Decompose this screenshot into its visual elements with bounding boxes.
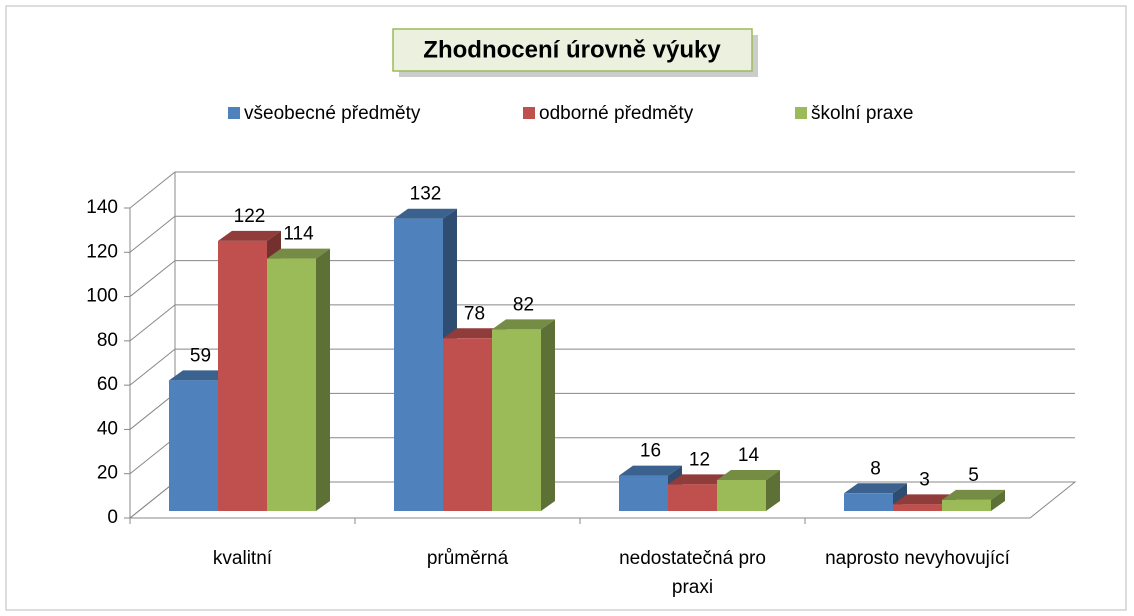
- bar-side: [766, 470, 780, 511]
- bar-side: [541, 319, 555, 511]
- y-tick-label: 60: [97, 374, 118, 395]
- x-tick-label: naprosto nevyhovující: [825, 548, 1010, 569]
- bar: [668, 484, 717, 511]
- chart-border: [5, 5, 1127, 611]
- x-tick-label: nedostatečná pro praxi: [619, 548, 766, 598]
- bar: [942, 499, 991, 511]
- bar-top: [942, 489, 1005, 500]
- bar-top: [717, 470, 780, 480]
- bar-top: [668, 474, 731, 485]
- y-tick-label: 140: [86, 197, 118, 218]
- bar: [619, 475, 668, 511]
- data-label: 16: [640, 441, 661, 462]
- data-label: 82: [513, 294, 534, 315]
- y-tick-label: 100: [86, 286, 118, 307]
- x-tick-label: průměrná: [426, 548, 509, 569]
- y-tick-label: 80: [97, 330, 118, 351]
- grid-line: [129, 171, 1075, 209]
- bar: [893, 504, 942, 511]
- bar-top: [619, 465, 682, 476]
- data-label: 78: [464, 303, 485, 324]
- data-label: 3: [919, 469, 930, 490]
- bar-top: [169, 370, 232, 381]
- data-label: 114: [283, 224, 314, 245]
- y-tick-label: 120: [86, 241, 118, 262]
- grid-line: [129, 348, 1075, 386]
- legend-swatch: [228, 107, 240, 119]
- bar-side: [316, 248, 330, 512]
- bar: [492, 329, 541, 511]
- bar: [844, 493, 893, 511]
- legend-label: školní praxe: [811, 103, 913, 124]
- bar: [394, 218, 443, 511]
- y-tick-label: 40: [97, 418, 118, 439]
- grid-line: [129, 260, 1075, 297]
- bar-top: [443, 328, 506, 339]
- data-label: 132: [410, 184, 442, 205]
- bar-top: [893, 494, 956, 505]
- bar-top: [844, 483, 907, 494]
- bar: [443, 338, 492, 511]
- bar: [218, 240, 267, 511]
- bar-top: [218, 230, 281, 241]
- data-label: 14: [738, 445, 760, 466]
- legend-swatch: [523, 107, 535, 119]
- chart-title: Zhodnocení úrovně výuky: [423, 36, 721, 63]
- legend-swatch: [795, 107, 807, 119]
- bar: [267, 258, 316, 511]
- bar-top: [492, 319, 555, 330]
- y-tick-label: 0: [107, 507, 118, 528]
- grid-line: [129, 215, 1075, 253]
- bar-side: [991, 489, 1005, 511]
- bar-top: [267, 248, 330, 259]
- data-label: 122: [234, 206, 266, 227]
- data-label: 8: [870, 458, 881, 479]
- title-box: [392, 28, 753, 72]
- data-label: 12: [689, 449, 710, 470]
- data-label: 59: [190, 345, 211, 366]
- legend-label: odborné předměty: [539, 103, 694, 124]
- bar-top: [394, 208, 457, 219]
- legend-label: všeobecné předměty: [244, 103, 421, 124]
- x-tick-label: kvalitní: [212, 548, 273, 569]
- bar: [717, 480, 766, 511]
- data-label: 5: [968, 465, 979, 486]
- grid-line: [129, 304, 1075, 342]
- bar: [169, 380, 218, 511]
- y-tick-label: 20: [97, 463, 118, 484]
